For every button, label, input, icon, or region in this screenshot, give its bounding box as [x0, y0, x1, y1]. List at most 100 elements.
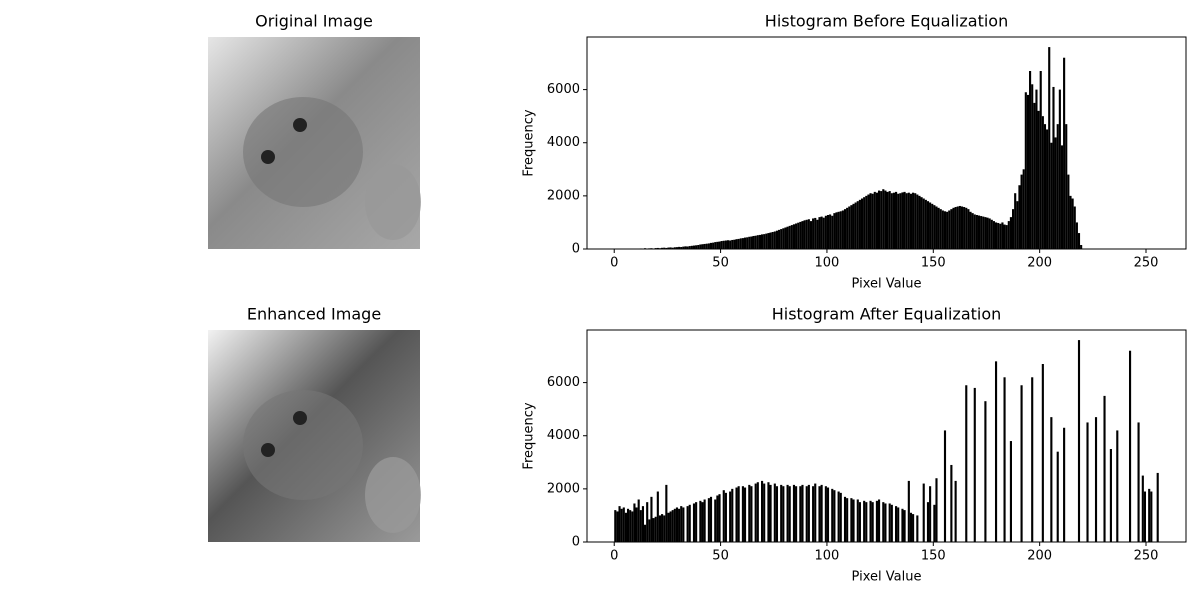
bar: [846, 498, 849, 542]
bar: [888, 191, 891, 249]
bar: [684, 246, 687, 249]
bar: [1033, 102, 1036, 250]
bar: [837, 211, 840, 249]
bar: [837, 491, 840, 542]
bar: [737, 238, 740, 249]
image-detail: [293, 411, 307, 425]
bar: [665, 484, 668, 542]
bar: [743, 487, 747, 542]
bar: [905, 193, 908, 249]
bar: [709, 496, 713, 542]
bar: [769, 484, 772, 542]
bar: [933, 205, 936, 249]
bar: [714, 499, 717, 542]
bar: [852, 499, 855, 542]
bar: [901, 508, 904, 542]
bar: [801, 221, 804, 249]
bar: [771, 231, 774, 249]
bar: [782, 228, 785, 249]
bar: [1056, 451, 1059, 542]
bar: [820, 484, 823, 542]
bar: [871, 193, 874, 249]
bar: [986, 217, 989, 249]
bar: [980, 216, 983, 249]
bar: [935, 206, 938, 249]
bar: [822, 217, 825, 249]
bar: [1058, 89, 1061, 249]
bar: [835, 212, 838, 249]
x-tick-label: 0: [610, 549, 618, 564]
bar: [935, 478, 938, 542]
bar: [641, 506, 645, 542]
bar: [741, 238, 744, 249]
bar: [890, 193, 893, 249]
bar: [805, 219, 808, 249]
bar: [760, 480, 764, 542]
bar: [673, 508, 676, 542]
x-tick-label: 50: [712, 256, 729, 271]
bar: [1073, 206, 1076, 249]
bar: [869, 193, 872, 249]
y-tick-label: 0: [572, 242, 580, 257]
bar: [707, 498, 710, 542]
bar: [797, 222, 800, 249]
bar: [916, 194, 919, 249]
bar: [656, 491, 659, 542]
bar: [969, 211, 972, 249]
bar: [946, 211, 949, 249]
y-tick-label: 2000: [547, 188, 580, 203]
bar: [765, 233, 768, 249]
bar: [1128, 350, 1132, 542]
bar: [988, 218, 991, 249]
bar: [678, 508, 681, 542]
bar: [716, 495, 719, 542]
bar: [726, 240, 730, 249]
bar: [1035, 89, 1038, 249]
bar: [661, 247, 664, 249]
bar: [709, 242, 713, 249]
bar: [933, 504, 936, 542]
bar: [712, 242, 715, 249]
bar: [669, 511, 672, 542]
bar: [1150, 491, 1153, 542]
bar: [975, 214, 978, 249]
bar: [795, 223, 798, 249]
bar: [760, 234, 764, 249]
bar: [824, 215, 827, 249]
bar: [703, 499, 706, 542]
bar: [1071, 198, 1074, 249]
bar: [958, 205, 961, 249]
bar: [773, 231, 776, 249]
bar: [635, 507, 638, 542]
bar: [888, 503, 891, 542]
x-tick-label: 200: [1027, 256, 1052, 271]
bar: [875, 500, 878, 542]
bar: [1077, 233, 1081, 249]
bar: [1003, 224, 1006, 249]
bar: [750, 486, 753, 542]
bar: [716, 241, 719, 249]
image-detail: [243, 390, 363, 500]
bar: [1156, 472, 1159, 542]
bar: [1056, 124, 1059, 249]
bar: [924, 199, 927, 249]
bar: [675, 247, 679, 249]
bar: [792, 484, 796, 542]
bar: [1069, 195, 1072, 249]
bar: [816, 219, 819, 249]
bar: [756, 235, 759, 249]
bar: [1037, 110, 1040, 249]
bar: [869, 500, 872, 542]
image-detail: [293, 118, 307, 132]
x-tick-label: 150: [921, 256, 946, 271]
bar: [705, 243, 708, 249]
x-tick-label: 0: [610, 256, 618, 271]
bar: [784, 227, 787, 249]
bar: [778, 229, 781, 249]
bar: [863, 500, 866, 542]
bar: [1094, 417, 1098, 542]
bar: [1103, 395, 1106, 542]
bar: [1046, 129, 1049, 249]
bar: [667, 247, 670, 249]
